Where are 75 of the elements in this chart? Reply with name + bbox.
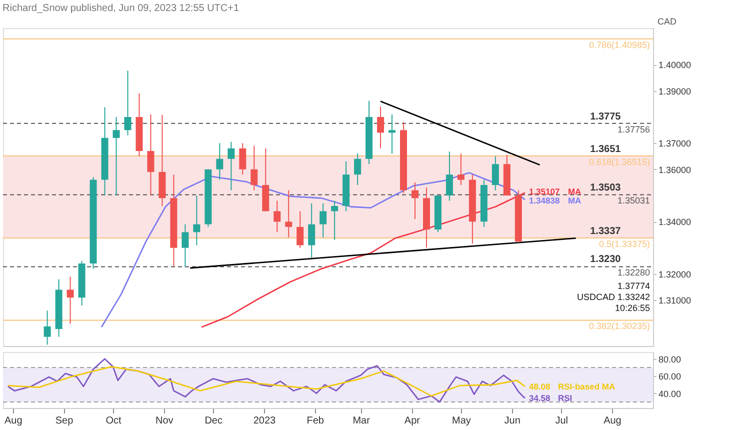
candlestick: [239, 142, 246, 176]
candlestick: [274, 200, 281, 233]
line-series: [7, 366, 526, 397]
annotation: 1.3230: [590, 254, 622, 266]
candlestick: [492, 156, 499, 191]
annotation: 10:26:55: [614, 303, 650, 313]
annotation: 1.37774: [617, 281, 650, 291]
candlestick: [377, 106, 384, 149]
candlestick: [216, 142, 224, 180]
x-tick-label: Dec: [204, 416, 222, 426]
x-tick-label: Feb: [306, 416, 324, 426]
candlestick: [446, 151, 453, 202]
candlestick: [112, 116, 120, 196]
candlestick: [285, 190, 292, 238]
candlestick: [354, 153, 362, 186]
ref-line-label: 1.37756: [617, 124, 650, 134]
y-tick-label: 60.00: [658, 372, 682, 382]
annotation: 1.3651: [590, 144, 622, 155]
candlestick: [296, 210, 304, 248]
candlestick: [147, 114, 154, 196]
y-tick-label: 1.39000: [658, 86, 692, 96]
x-tick-label: Aug: [604, 416, 622, 426]
data-label: 1.35107: [528, 186, 560, 197]
ref-line-label: 0.618(1.36515): [588, 156, 650, 167]
y-tick-label: 1.40000: [658, 60, 692, 70]
y-tick-label: 1.34000: [658, 217, 692, 228]
y-tick-label: 80.00: [658, 354, 682, 364]
chart-title: Richard_Snow published, Jun 09, 2023 12:55 UTC+1: [2, 3, 240, 14]
candlestick: [228, 141, 235, 191]
y-tick-label: 1.37000: [658, 138, 692, 149]
data-label: 34.58: [528, 393, 551, 404]
candlestick: [182, 224, 189, 268]
x-tick-label: Nov: [155, 416, 174, 426]
data-label: 1.34838: [528, 196, 560, 206]
x-tick-label: Aug: [4, 416, 22, 426]
annotation: 1.3503: [590, 182, 622, 194]
line-series: [200, 192, 526, 328]
annotation: 1.3775: [590, 112, 622, 123]
candlestick: [411, 182, 418, 220]
candlestick: [66, 276, 74, 324]
text: RSI-based MA: [558, 381, 616, 392]
ref-line-label: 0.382(1.30235): [588, 321, 650, 332]
x-tick-label: Oct: [106, 416, 122, 426]
text: RSI: [558, 393, 572, 404]
candlestick: [124, 70, 132, 136]
ref-line-label: 0.786(1.40985): [588, 40, 650, 50]
ref-line-label: 0.5(1.33375): [598, 239, 650, 250]
line-series: [7, 358, 526, 403]
candlestick: [331, 200, 338, 240]
candlestick: [320, 202, 327, 238]
y-tick-label: 40.00: [658, 388, 682, 399]
x-tick-label: 2023: [253, 416, 276, 426]
ref-line-label: 1.32280: [617, 268, 650, 278]
x-tick-label: Jul: [555, 416, 568, 426]
candlestick: [308, 202, 316, 258]
candlestick: [388, 114, 396, 154]
candlestick: [44, 310, 51, 346]
x-tick-label: Apr: [404, 416, 421, 426]
y-tick-label: 1.36000: [658, 164, 692, 175]
annotation: USDCAD 1.33242: [576, 292, 650, 302]
data-label: 48.08: [528, 381, 551, 392]
candlestick: [193, 195, 200, 246]
y-tick-label: 1.32000: [658, 270, 692, 280]
y-axis-title: CAD: [658, 16, 677, 26]
text: MA: [568, 196, 582, 206]
y-tick-label: 1.31000: [658, 296, 692, 306]
x-tick-label: May: [452, 416, 471, 426]
candlestick: [457, 153, 464, 186]
annotation: 1.3337: [590, 226, 622, 238]
ref-line-label: 1.35031: [617, 196, 650, 206]
x-tick-label: Jun: [504, 416, 520, 426]
text: MA: [568, 186, 582, 197]
x-tick-label: Mar: [352, 416, 371, 426]
candlestick: [250, 145, 258, 191]
x-tick-label: Sep: [55, 416, 74, 426]
